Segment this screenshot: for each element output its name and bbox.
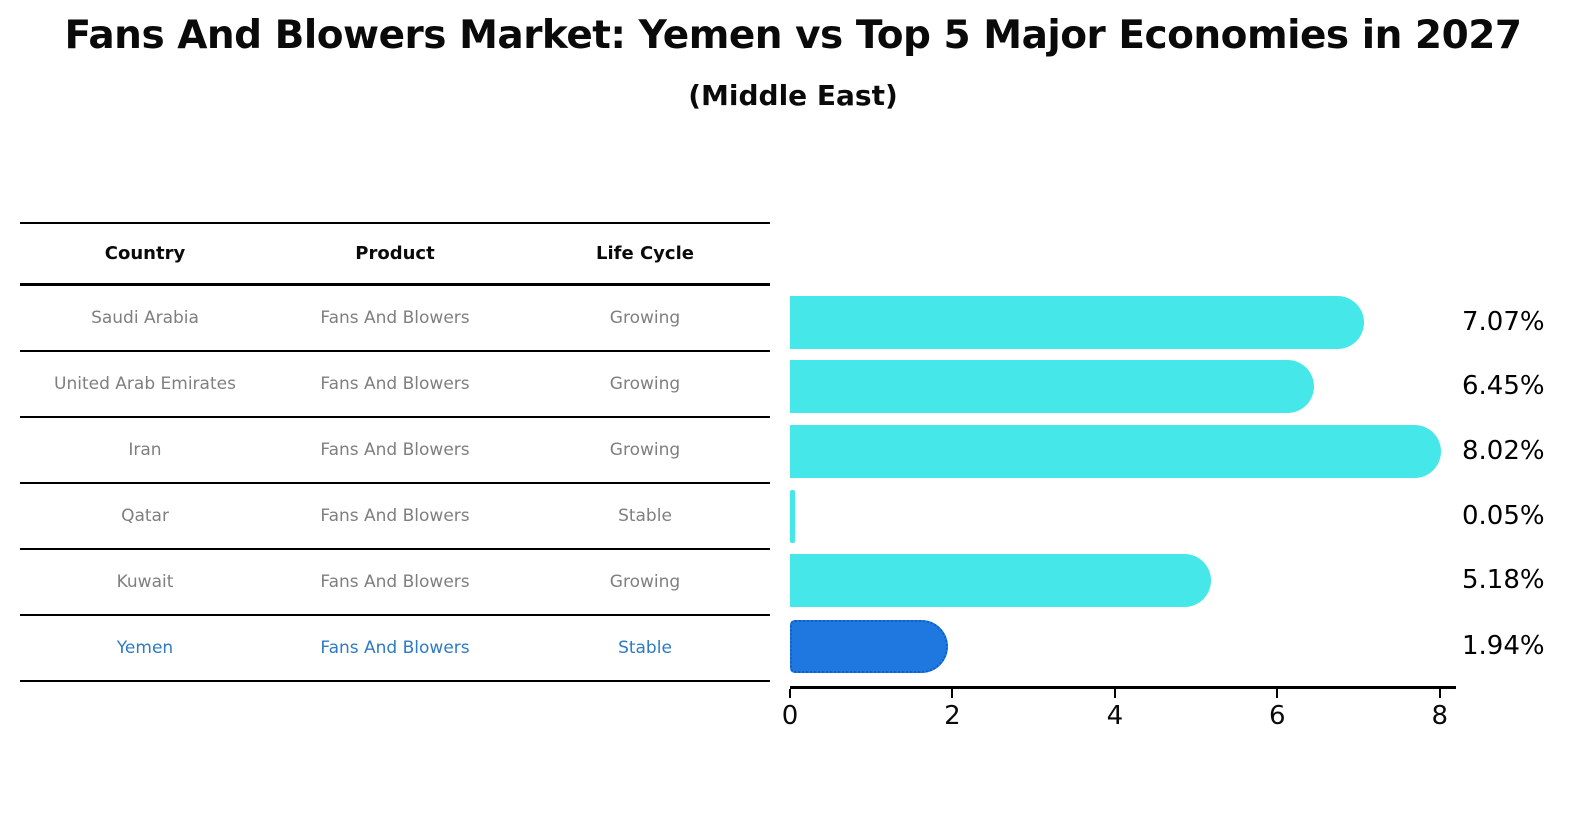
value-label-yemen: 1.94% [1462,631,1545,661]
value-label-kuwait: 5.18% [1462,565,1545,595]
life-cycle-cell: Stable [618,506,672,526]
x-axis-tick [1276,689,1279,698]
value-label-qatar: 0.05% [1462,501,1545,531]
life-cycle-cell: Growing [609,440,681,460]
product-cell: Fans And Blowers [320,572,470,592]
x-axis-tick [789,689,791,698]
life-cycle-cell: Stable [618,638,672,658]
bar-iran [790,425,1442,478]
life-cycle-cell: Growing [609,572,681,592]
chart-title: Fans And Blowers Market: Yemen vs Top 5 … [64,13,1522,58]
bar-qatar [790,490,795,543]
x-axis-tick-label: 4 [1106,701,1124,731]
table-row-saudi-arabia: Saudi Arabia Fans And Blowers Growing [20,286,770,352]
table-header-row: Country Product Life Cycle [20,222,770,286]
country-table: Country Product Life Cycle Saudi Arabia … [20,222,770,682]
table-row-yemen: Yemen Fans And Blowers Stable [20,616,770,682]
x-axis-line [790,686,1456,689]
column-header-product: Product [355,243,435,264]
table-row-iran: Iran Fans And Blowers Growing [20,418,770,484]
country-cell: Iran [128,440,162,460]
product-cell: Fans And Blowers [320,638,470,658]
value-label-iran: 8.02% [1462,436,1545,466]
bar-saudi-arabia [790,296,1365,349]
chart-subtitle: (Middle East) [688,79,898,112]
table-row-kuwait: Kuwait Fans And Blowers Growing [20,550,770,616]
bar-uae [790,360,1314,413]
x-axis-tick [951,689,954,698]
country-cell: Saudi Arabia [91,308,199,328]
value-label-uae: 6.45% [1462,371,1545,401]
country-cell: United Arab Emirates [54,374,236,394]
column-header-country: Country [104,243,186,264]
country-cell: Yemen [116,638,174,658]
x-axis-tick-label: 6 [1269,701,1286,731]
country-cell: Qatar [121,506,169,526]
table-row-uae: United Arab Emirates Fans And Blowers Gr… [20,352,770,418]
x-axis-tick [1438,689,1441,698]
x-axis-tick-label: 0 [781,701,799,731]
country-cell: Kuwait [116,572,174,592]
bar-chart: 7.07% 6.45% 8.02% 0.05% 5.18% 1.94% 0 2 … [782,290,1586,750]
bar-kuwait [790,554,1211,607]
column-header-life-cycle: Life Cycle [596,243,694,264]
product-cell: Fans And Blowers [320,308,470,328]
value-label-saudi-arabia: 7.07% [1462,307,1545,337]
x-axis-tick-label: 2 [944,701,961,731]
x-axis-tick-label: 8 [1431,701,1449,731]
bar-yemen [790,620,948,673]
table-row-qatar: Qatar Fans And Blowers Stable [20,484,770,550]
product-cell: Fans And Blowers [320,440,470,460]
x-axis-tick [1113,689,1116,698]
product-cell: Fans And Blowers [320,506,470,526]
life-cycle-cell: Growing [609,374,681,394]
product-cell: Fans And Blowers [320,374,470,394]
life-cycle-cell: Growing [609,308,681,328]
